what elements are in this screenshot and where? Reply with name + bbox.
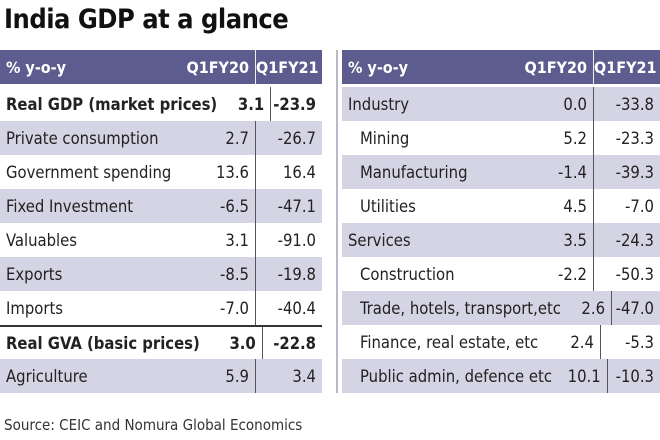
header-label: % y-o-y <box>348 57 409 77</box>
row-label: Trade, hotels, transport,etc <box>360 298 561 318</box>
header-label: % y-o-y <box>6 57 67 77</box>
value-q1fy20: 0.0 <box>524 87 594 121</box>
value-q1fy21: 16.4 <box>282 162 316 182</box>
value-q1fy20: -2.2 <box>524 257 594 291</box>
table-row: Imports -7.0 -40.4 <box>0 291 322 325</box>
table-row: Private consumption 2.7 -26.7 <box>0 121 322 155</box>
row-label: Construction <box>360 264 455 284</box>
table-row: Mining 5.2 -23.3 <box>342 121 660 155</box>
table-row: Public admin, defence etc 10.1 -10.3 <box>342 359 660 393</box>
value-q1fy20: 2.7 <box>186 121 256 155</box>
value-q1fy21: -7.0 <box>625 196 654 216</box>
table-row: Real GDP (market prices) 3.1 -23.9 <box>0 87 322 121</box>
table-row: Fixed Investment -6.5 -47.1 <box>0 189 322 223</box>
value-q1fy21: -19.8 <box>277 264 316 284</box>
table-row: Valuables 3.1 -91.0 <box>0 223 322 257</box>
value-q1fy21: -26.7 <box>277 128 316 148</box>
row-label: Public admin, defence etc <box>360 366 553 386</box>
value-q1fy21: -47.0 <box>615 298 654 318</box>
row-label: Manufacturing <box>360 162 468 182</box>
row-label: Industry <box>348 94 410 114</box>
value-q1fy20: 3.5 <box>524 223 594 257</box>
table-row: Utilities 4.5 -7.0 <box>342 189 660 223</box>
value-q1fy20: 5.2 <box>524 121 594 155</box>
value-q1fy21: 3.4 <box>292 366 316 386</box>
row-label: Agriculture <box>6 366 88 386</box>
value-q1fy21: -39.3 <box>615 162 654 182</box>
table-row: Finance, real estate, etc 2.4 -5.3 <box>342 325 660 359</box>
header-q1fy21: Q1FY21 <box>594 57 657 77</box>
row-label: Mining <box>360 128 410 148</box>
value-q1fy21: -22.8 <box>273 333 316 353</box>
page-title: India GDP at a glance <box>4 4 289 35</box>
value-q1fy20: 4.5 <box>524 189 594 223</box>
value-q1fy21: -5.3 <box>625 332 654 352</box>
header-q1fy20: Q1FY20 <box>186 50 256 84</box>
value-q1fy20: 5.9 <box>186 359 256 393</box>
value-q1fy20: 3.1 <box>217 87 272 121</box>
value-q1fy20: 13.6 <box>186 155 256 189</box>
row-label: Real GDP (market prices) <box>6 94 218 114</box>
row-label: Government spending <box>6 162 172 182</box>
table-row: Government spending 13.6 16.4 <box>0 155 322 189</box>
row-label: Valuables <box>6 230 78 250</box>
value-q1fy20: 10.1 <box>552 359 608 393</box>
value-q1fy20: 2.6 <box>561 291 613 325</box>
value-q1fy21: -23.9 <box>273 94 316 114</box>
value-q1fy21: -24.3 <box>615 230 654 250</box>
gdp-table-right: % y-o-y Q1FY20 Q1FY21 Industry 0.0 -33.8 Mi… <box>336 50 660 393</box>
row-label: Private consumption <box>6 128 159 148</box>
header-q1fy20: Q1FY20 <box>524 50 594 84</box>
row-label: Utilities <box>360 196 416 216</box>
value-q1fy21: -40.4 <box>277 298 316 318</box>
row-label: Fixed Investment <box>6 196 134 216</box>
row-label: Exports <box>6 264 63 284</box>
value-q1fy20: -7.0 <box>186 291 256 325</box>
table-row: Agriculture 5.9 3.4 <box>0 359 322 393</box>
value-q1fy20: -8.5 <box>186 257 256 291</box>
row-label: Finance, real estate, etc <box>360 332 539 352</box>
gdp-table-left: % y-o-y Q1FY20 Q1FY21 Real GDP (market p… <box>0 50 322 393</box>
value-q1fy21: -23.3 <box>615 128 654 148</box>
value-q1fy20: 2.4 <box>538 325 601 359</box>
table-row: Services 3.5 -24.3 <box>342 223 660 257</box>
row-label: Imports <box>6 298 63 318</box>
table-header: % y-o-y Q1FY20 Q1FY21 <box>342 50 660 84</box>
value-q1fy21: -47.1 <box>277 196 316 216</box>
value-q1fy20: 3.1 <box>186 223 256 257</box>
value-q1fy21: -10.3 <box>615 366 654 386</box>
table-row: Industry 0.0 -33.8 <box>342 87 660 121</box>
value-q1fy21: -91.0 <box>277 230 316 250</box>
table-row: Real GVA (basic prices) 3.0 -22.8 <box>0 325 322 359</box>
row-label: Services <box>348 230 411 250</box>
table-row: Construction -2.2 -50.3 <box>342 257 660 291</box>
value-q1fy20: -1.4 <box>524 155 594 189</box>
table-row: Exports -8.5 -19.8 <box>0 257 322 291</box>
row-label: Real GVA (basic prices) <box>6 333 200 353</box>
value-q1fy20: 3.0 <box>200 327 263 359</box>
value-q1fy21: -50.3 <box>615 264 654 284</box>
value-q1fy21: -33.8 <box>615 94 654 114</box>
header-q1fy21: Q1FY21 <box>256 57 319 77</box>
table-row: Trade, hotels, transport,etc 2.6 -47.0 <box>342 291 660 325</box>
value-q1fy20: -6.5 <box>186 189 256 223</box>
table-header: % y-o-y Q1FY20 Q1FY21 <box>0 50 322 84</box>
source-note: Source: CEIC and Nomura Global Economics <box>4 416 303 434</box>
table-row: Manufacturing -1.4 -39.3 <box>342 155 660 189</box>
